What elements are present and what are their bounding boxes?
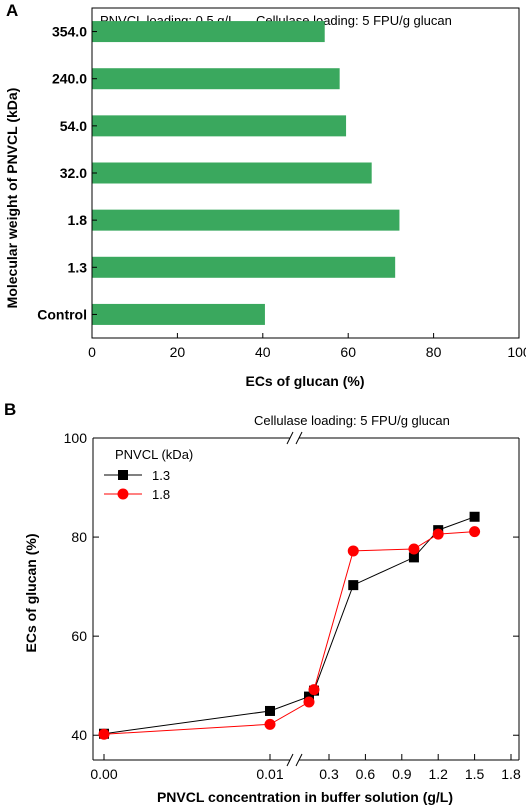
legend-marker-circle	[117, 488, 129, 500]
category-label: 1.3	[68, 259, 88, 275]
axis-break-mark-2	[286, 753, 294, 767]
panel-a: A PNVCL loading: 0.5 g/L Cellulase loadi…	[4, 1, 526, 389]
bar-2	[92, 115, 347, 137]
x-tick-label: 0.01	[256, 766, 283, 782]
panel-b-legend: PNVCL (kDa) 1.3 1.8	[104, 447, 193, 502]
panel-a-category-labels: 354.0 240.0 54.0 32.0 1.8 1.3 Control	[37, 24, 97, 322]
point-square	[348, 580, 359, 591]
legend-label: 1.3	[152, 468, 170, 483]
point-circle	[347, 545, 359, 557]
panel-a-plot-frame	[91, 7, 520, 339]
y-tick-label: 100	[64, 430, 88, 446]
panel-b-series-points	[98, 511, 481, 740]
panel-b-annotation-cellulase: Cellulase loading: 5 FPU/g glucan	[254, 413, 450, 428]
point-square	[408, 552, 419, 563]
axis-break-mark-3	[295, 753, 303, 767]
panel-b-axes	[92, 431, 520, 767]
panel-a-bars	[92, 21, 400, 325]
category-label: 54.0	[60, 118, 87, 134]
panel-b: B Cellulase loading: 5 FPU/g glucan 40 60…	[4, 400, 521, 805]
bar-0	[92, 21, 325, 43]
axis-break-mark-1	[295, 431, 303, 445]
panel-b-y-axis-label: ECs of glucan (%)	[23, 533, 39, 652]
axis-break-mark-0	[286, 431, 294, 445]
point-circle	[469, 526, 481, 538]
x-tick-label: 1.8	[501, 766, 521, 782]
legend-marker-square	[118, 470, 128, 480]
point-square	[265, 705, 275, 716]
y-tick-label: 80	[71, 529, 87, 545]
category-label: 354.0	[52, 24, 87, 40]
legend-title: PNVCL (kDa)	[115, 447, 193, 462]
bar-1	[92, 68, 340, 90]
x-tick-label: 0.6	[356, 766, 376, 782]
bar-5	[92, 256, 396, 278]
x-tick-label: 0	[88, 344, 96, 360]
x-tick-label: 20	[170, 344, 186, 360]
point-circle	[408, 543, 420, 555]
point-square	[469, 511, 480, 522]
panel-b-x-axis-label: PNVCL concentration in buffer solution (…	[157, 789, 453, 805]
x-tick-label: 100	[507, 344, 526, 360]
panel-b-label: B	[4, 400, 16, 419]
panel-b-x-ticks: 0.00 0.01 0.3 0.6 0.9 1.2 1.5 1.8	[90, 754, 521, 782]
category-label: 1.8	[68, 212, 88, 228]
category-label: 240.0	[52, 71, 87, 87]
point-circle	[432, 528, 444, 540]
x-tick-label: 0.00	[90, 766, 117, 782]
panel-a-x-axis-label: ECs of glucan (%)	[245, 373, 364, 389]
x-tick-label: 1.2	[428, 766, 448, 782]
bar-4	[92, 209, 400, 231]
panel-a-label: A	[6, 1, 18, 20]
panel-a-x-ticks: 0 20 40 60 80 100	[88, 333, 526, 360]
x-tick-label: 0.9	[392, 766, 412, 782]
y-tick-label: 40	[71, 727, 87, 743]
x-tick-label: 60	[340, 344, 356, 360]
x-tick-label: 80	[426, 344, 442, 360]
category-label: Control	[37, 306, 87, 322]
bar-3	[92, 162, 372, 184]
legend-label: 1.8	[152, 487, 170, 502]
y-tick-label: 60	[71, 628, 87, 644]
point-circle	[308, 684, 320, 696]
point-circle	[98, 728, 110, 740]
bar-6	[92, 303, 265, 325]
x-tick-label: 40	[255, 344, 271, 360]
x-tick-label: 0.3	[319, 766, 339, 782]
point-circle	[264, 718, 276, 730]
point-circle	[303, 696, 315, 708]
category-label: 32.0	[60, 165, 87, 181]
panel-b-y-ticks: 40 60 80 100	[64, 430, 519, 743]
panel-a-y-axis-label: Molecular weight of PNVCL (kDa)	[4, 88, 20, 309]
x-tick-label: 1.5	[465, 766, 485, 782]
